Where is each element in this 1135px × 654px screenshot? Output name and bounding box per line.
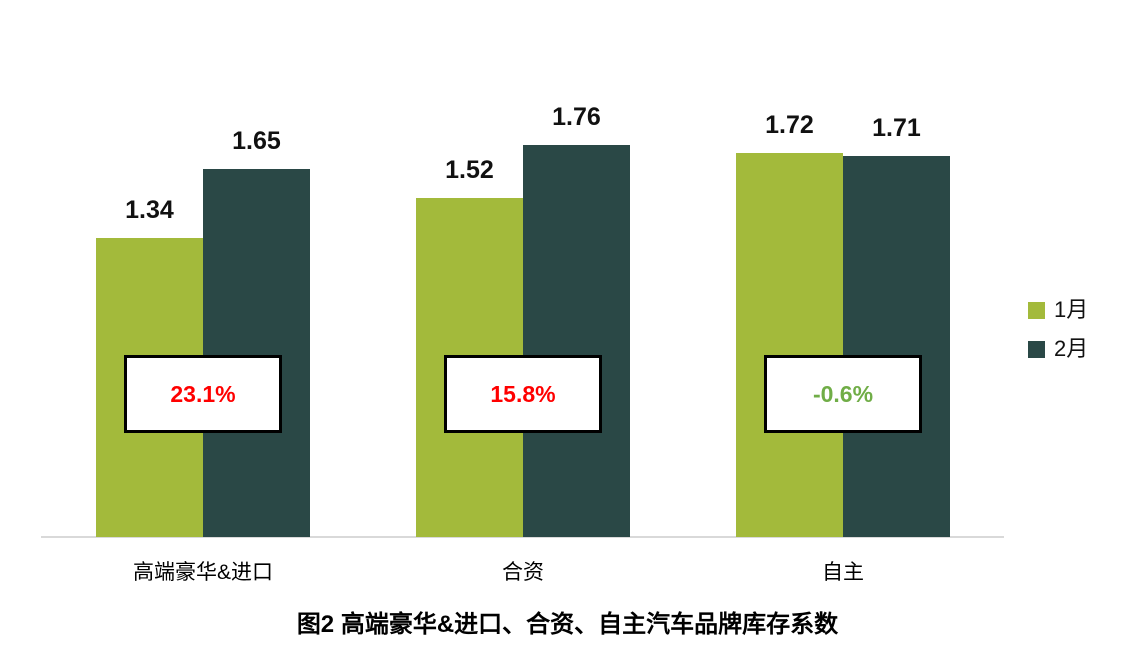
change-box-joint-venture: 15.8%	[444, 355, 602, 433]
chart-title: 图2 高端豪华&进口、合资、自主汽车品牌库存系数	[296, 611, 839, 638]
value-label-jan-luxury-import: 1.34	[125, 196, 174, 224]
legend-swatch-feb-icon	[1028, 340, 1045, 358]
bar-jan-domestic	[736, 153, 843, 537]
legend-swatch-jan-icon	[1028, 301, 1045, 319]
x-axis-line	[41, 536, 1004, 538]
change-value-joint-venture: 15.8%	[490, 380, 556, 407]
legend-item-feb: 2月	[1028, 337, 1088, 361]
value-label-jan-domestic: 1.72	[765, 111, 814, 139]
value-label-feb-joint-venture: 1.76	[552, 103, 601, 131]
legend-label-jan: 1月	[1054, 297, 1089, 322]
value-label-jan-joint-venture: 1.52	[445, 156, 494, 184]
bar-feb-domestic	[843, 156, 950, 537]
legend-label-feb: 2月	[1054, 336, 1089, 361]
category-label-domestic: 自主	[822, 561, 864, 584]
bar-feb-luxury-import	[203, 169, 310, 537]
value-label-feb-luxury-import: 1.65	[232, 127, 281, 155]
change-box-luxury-import: 23.1%	[124, 355, 282, 433]
change-box-domestic: -0.6%	[764, 355, 922, 433]
legend: 1月 2月	[1028, 298, 1088, 376]
value-label-feb-domestic: 1.71	[872, 114, 921, 142]
bar-feb-joint-venture	[523, 145, 630, 537]
change-value-luxury-import: 23.1%	[170, 380, 236, 407]
category-label-joint-venture: 合资	[502, 561, 544, 584]
change-value-domestic: -0.6%	[812, 380, 874, 407]
category-label-luxury-import: 高端豪华&进口	[132, 561, 273, 584]
legend-item-jan: 1月	[1028, 298, 1088, 322]
